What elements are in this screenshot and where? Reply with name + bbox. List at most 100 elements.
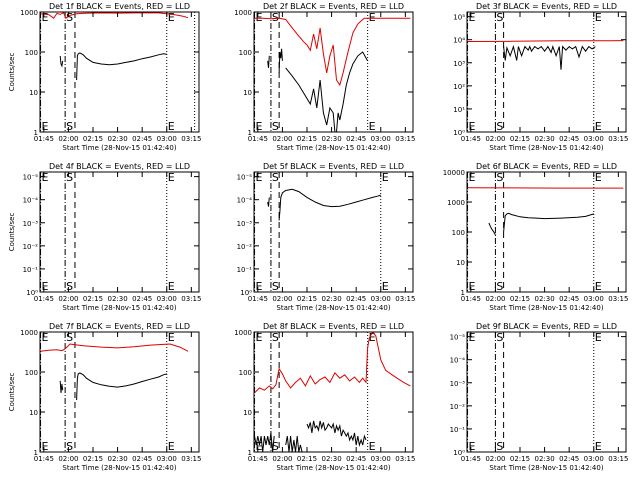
plot-frame [253,11,414,133]
x-tick-label: 02:15 [297,455,317,463]
series-events-line [59,380,64,393]
panel-det-4f: Det 4f BLACK = Events, RED = LLDEESSEE01… [8,162,201,312]
x-tick-label: 03:15 [395,135,415,143]
event-marker-label: E [382,171,389,184]
plot-frame [253,331,414,453]
x-tick-label: 02:00 [272,455,292,463]
x-tick-label: 02:30 [534,135,554,143]
x-tick-label: 03:00 [371,295,391,303]
y-tick-label: 10 [243,89,252,97]
x-tick-label: 02:15 [83,455,103,463]
x-tick-label: 02:45 [559,455,579,463]
x-tick-label: 03:00 [584,295,604,303]
event-marker-label: E [42,171,49,184]
y-tick-label: 10 [29,89,38,97]
x-tick-label: 01:45 [34,295,54,303]
x-tick-label: 02:15 [510,455,530,463]
event-marker-label: S [66,120,73,133]
x-tick-label: 02:45 [346,295,366,303]
x-tick-label: 02:30 [534,295,554,303]
y-tick-label: 10⁰ [240,289,252,297]
y-tick-label: 10⁵ [453,14,465,22]
event-marker-label: S [272,11,279,24]
x-tick-label: 02:15 [510,135,530,143]
chart-title: Det 3f BLACK = Events, RED = LLD [476,2,617,11]
plot-frame [39,331,200,453]
event-marker-label: E [369,120,376,133]
event-marker-label: S [66,280,73,293]
x-axis-label: Start Time (28-Nov-15 01:42:40) [62,464,176,472]
event-marker-label: E [469,280,476,293]
series-events-line [306,420,367,447]
y-tick-label: 100 [25,49,38,57]
y-tick-label: 1 [248,449,252,457]
chart-title: Det 1f BLACK = Events, RED = LLD [49,2,190,11]
y-tick-label: 10⁻² [450,403,466,411]
event-marker-label: S [272,171,279,184]
x-tick-label: 02:00 [272,295,292,303]
event-marker-label: E [369,440,376,453]
plot-frame [466,11,627,133]
chart-title: Det 5f BLACK = Events, RED = LLD [263,162,404,171]
x-tick-label: 02:30 [321,295,341,303]
x-tick-label: 02:15 [510,295,530,303]
event-marker-label: E [168,11,175,24]
y-tick-label: 1 [34,449,38,457]
plot-frame [39,171,200,293]
x-tick-label: 02:15 [83,135,103,143]
y-tick-label: 1000 [20,9,38,17]
x-tick-label: 01:45 [248,135,268,143]
x-axis-label: Start Time (28-Nov-15 01:42:40) [489,304,603,312]
event-marker-label: E [369,331,376,344]
series-events-line [254,432,275,452]
event-marker-label: S [496,120,503,133]
x-tick-label: 02:00 [58,295,78,303]
y-tick-label: 10⁻¹ [237,266,253,274]
chart-title: Det 6f BLACK = Events, RED = LLD [476,162,617,171]
x-tick-label: 02:30 [321,135,341,143]
event-marker-label: S [496,11,503,24]
x-tick-label: 03:15 [181,295,201,303]
y-tick-label: 1000 [234,329,252,337]
y-tick-label: 10⁻³ [23,220,39,228]
event-marker-label: E [595,171,602,184]
event-marker-label: E [595,331,602,344]
series-events-line [503,44,596,70]
y-tick-label: 10⁰ [453,129,465,137]
x-tick-label: 01:45 [461,455,481,463]
series-lld-line [254,17,411,87]
x-axis-label: Start Time (28-Nov-15 01:42:40) [276,464,390,472]
series-events-line [285,51,369,132]
panel-det-9f: Det 9f BLACK = Events, RED = LLDEESSEE01… [450,322,629,472]
y-tick-label: 10⁻² [237,243,253,251]
y-tick-label: 10⁻² [23,243,39,251]
event-marker-label: S [66,440,73,453]
event-marker-label: E [595,280,602,293]
event-marker-label: E [42,11,49,24]
plot-frame [466,171,627,293]
event-marker-label: E [469,331,476,344]
y-tick-label: 10⁰ [453,449,465,457]
x-tick-label: 03:00 [157,455,177,463]
panel-det-8f: Det 8f BLACK = Events, RED = LLDEESSEE01… [234,322,415,472]
y-tick-label: 10 [456,259,465,267]
series-events-line [503,212,594,233]
series-events-line [278,48,283,73]
chart-title: Det 2f BLACK = Events, RED = LLD [263,2,404,11]
y-tick-label: 1000 [234,9,252,17]
y-tick-label: 1000 [447,199,465,207]
event-marker-label: S [272,331,279,344]
x-tick-label: 03:15 [608,455,628,463]
event-marker-label: E [168,171,175,184]
event-marker-label: E [469,120,476,133]
event-marker-label: E [256,120,263,133]
y-tick-label: 10⁴ [453,37,465,45]
event-marker-label: E [168,280,175,293]
x-tick-label: 02:00 [485,455,505,463]
series-lld-line [254,332,411,394]
y-tick-label: 10⁻⁵ [23,174,39,182]
x-tick-label: 02:45 [132,135,152,143]
series-events-line [59,55,64,68]
series-events-line [267,197,270,207]
event-marker-label: S [496,171,503,184]
